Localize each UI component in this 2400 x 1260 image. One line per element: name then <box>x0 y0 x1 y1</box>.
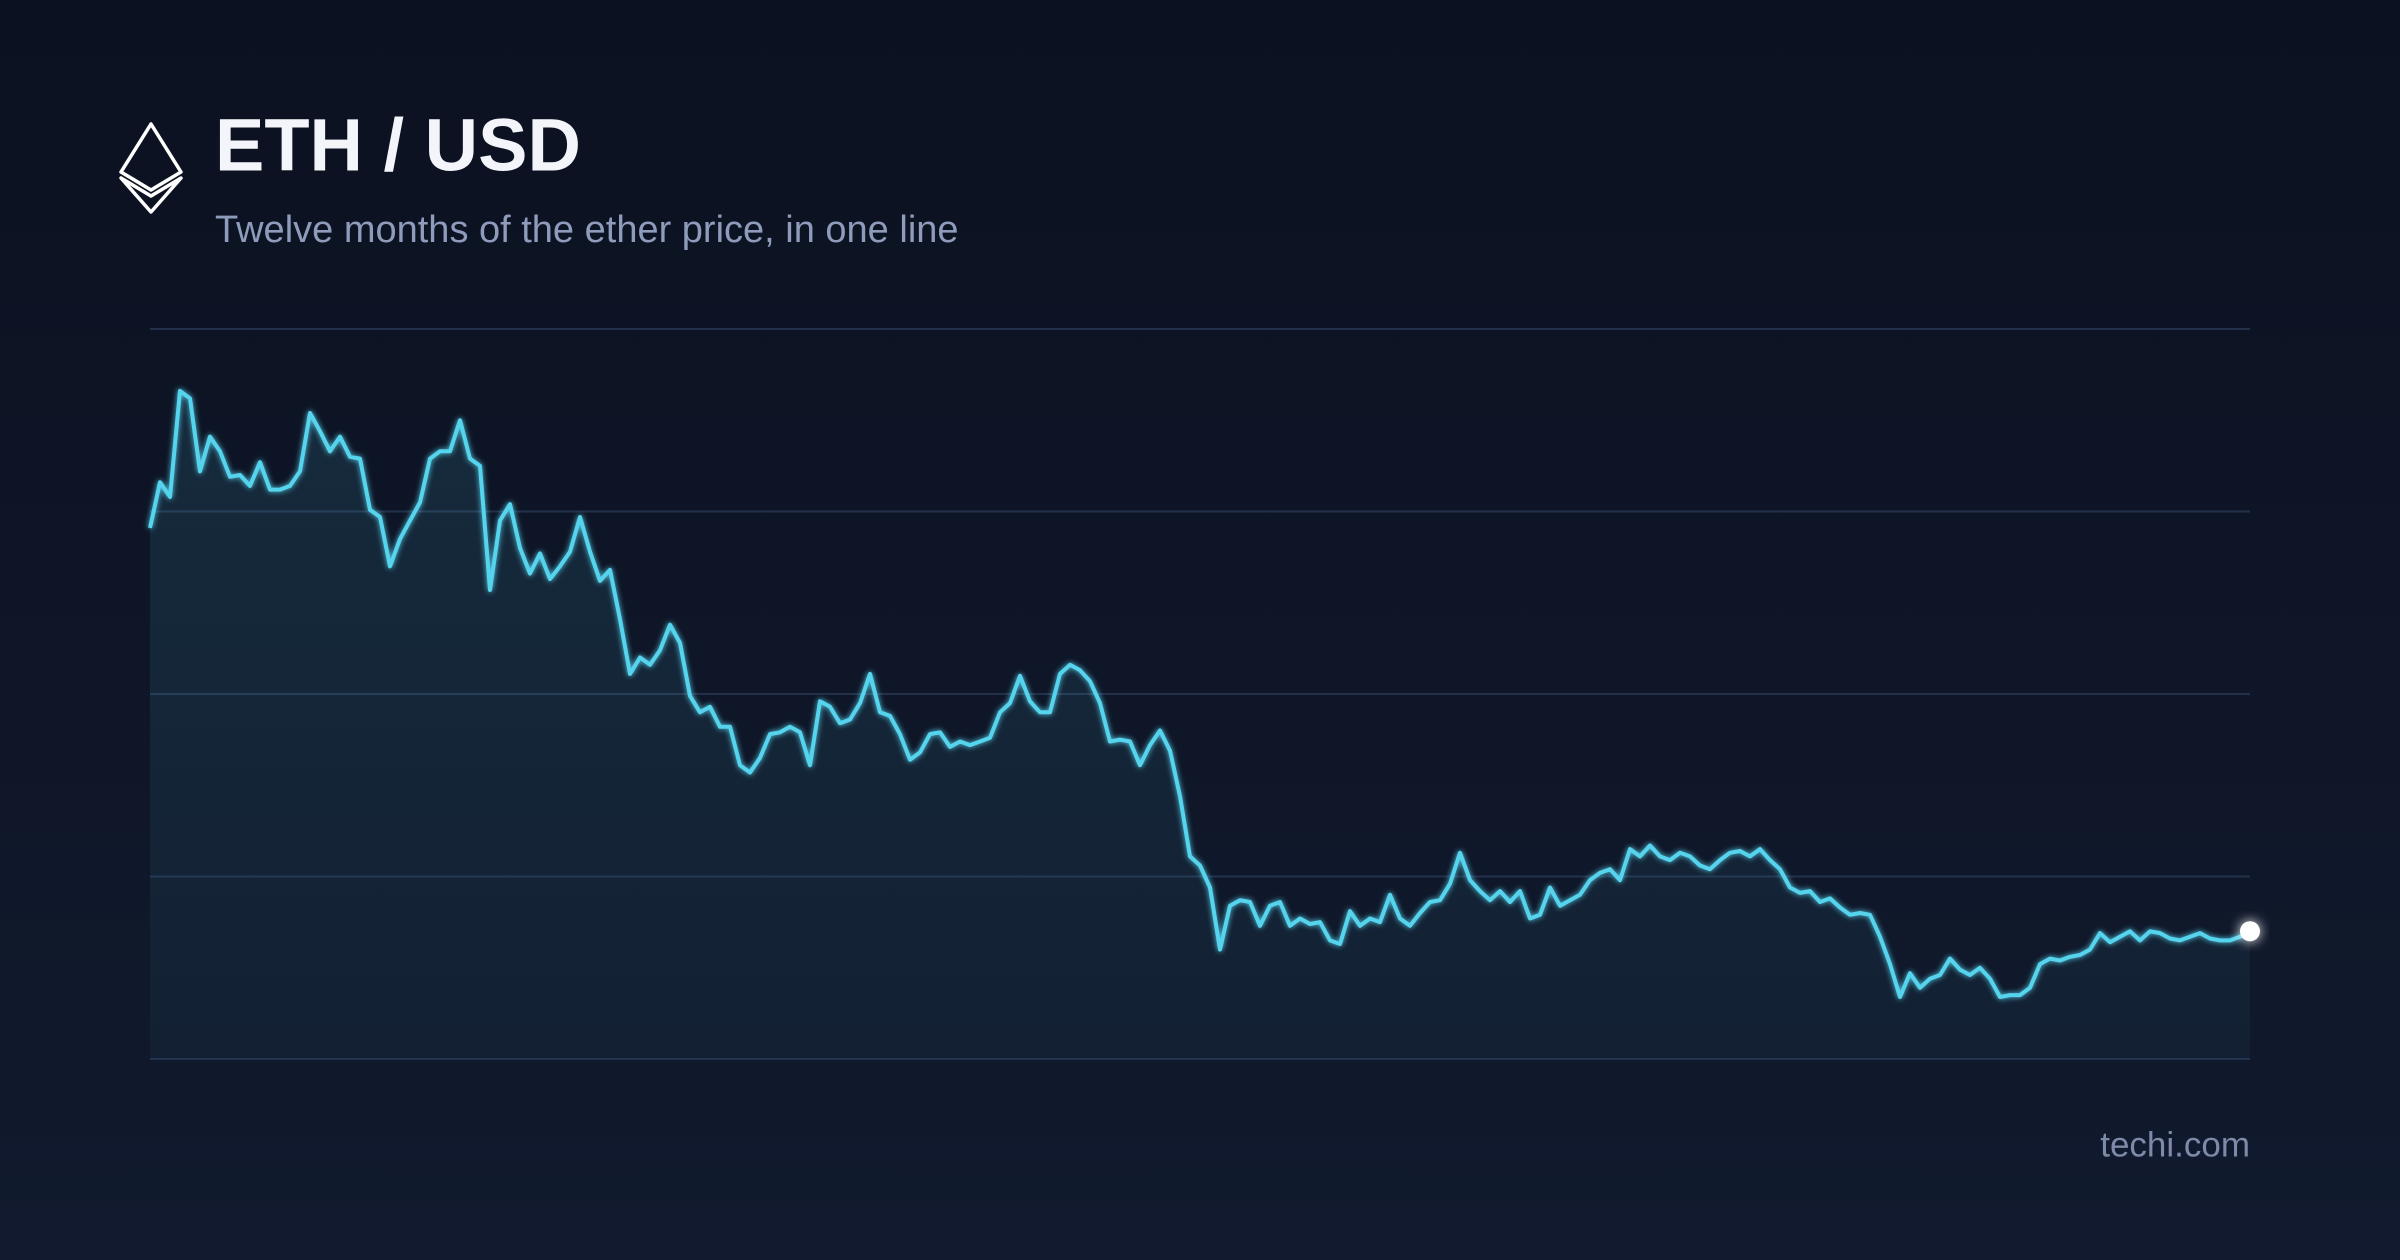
chart-subtitle: Twelve months of the ether price, in one… <box>215 209 959 251</box>
source: techi.com <box>2100 1125 2250 1164</box>
last-point <box>2240 921 2260 942</box>
price-line <box>148 389 2251 999</box>
area <box>150 391 2250 1059</box>
chart-title: ETH / USD <box>215 104 581 187</box>
eth-icon <box>119 122 183 214</box>
